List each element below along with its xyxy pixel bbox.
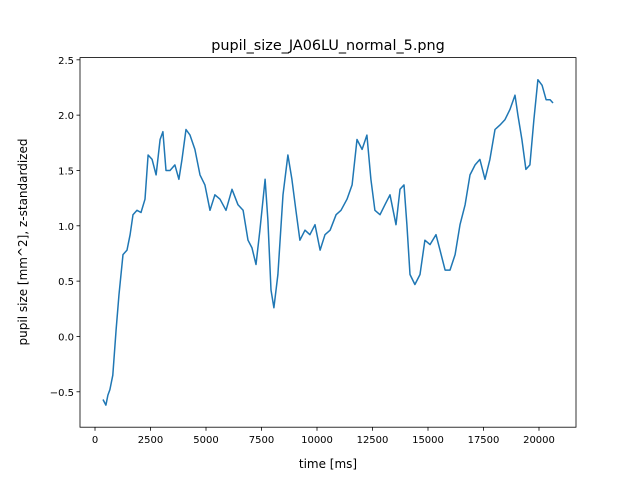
plot-frame xyxy=(79,57,577,428)
y-axis-label: pupil size [mm^2], z-standardized xyxy=(16,139,30,346)
x-tick-label: 20000 xyxy=(523,435,555,446)
x-tick-label: 7500 xyxy=(249,435,274,446)
x-tick-label: 12500 xyxy=(357,435,389,446)
x-tick-label: 17500 xyxy=(468,435,500,446)
x-tick-label: 15000 xyxy=(412,435,444,446)
x-tick-label: 10000 xyxy=(301,435,333,446)
y-tick-label: 0.5 xyxy=(58,277,74,288)
x-tick-label: 2500 xyxy=(138,435,163,446)
y-tick-label: 0.0 xyxy=(58,332,74,343)
x-tick-label: 0 xyxy=(92,435,98,446)
data-line xyxy=(102,78,554,406)
y-tick-label: 1.5 xyxy=(58,166,74,177)
y-tick-label: −0.5 xyxy=(50,388,74,399)
chart-title: pupil_size_JA06LU_normal_5.png xyxy=(211,38,445,54)
x-tick-label: 5000 xyxy=(193,435,218,446)
y-tick-label: 1.0 xyxy=(58,222,74,233)
y-tick-label: 2.5 xyxy=(58,56,74,67)
x-axis-label: time [ms] xyxy=(299,457,357,471)
y-tick-label: 2.0 xyxy=(58,111,74,122)
